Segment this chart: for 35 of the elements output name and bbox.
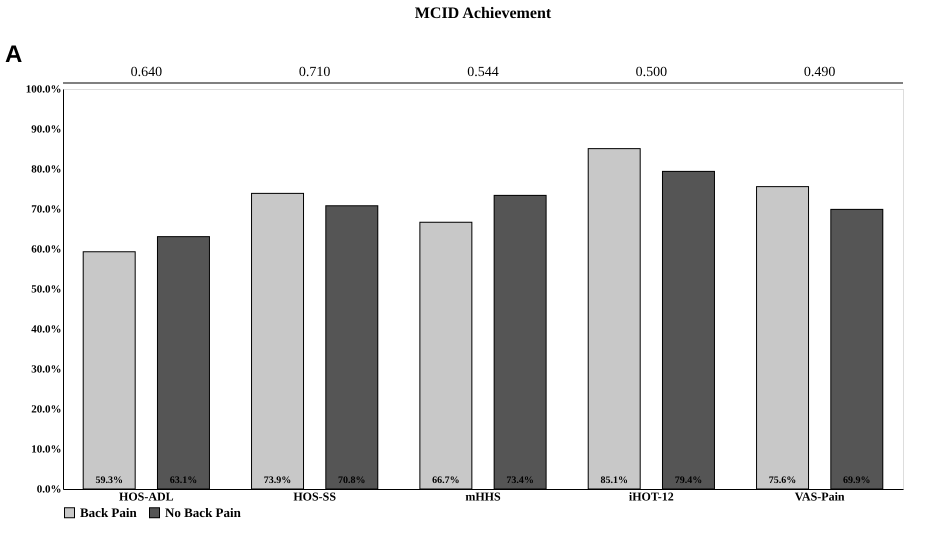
text: 0.500 [636,65,668,80]
y-tick-label: 90.0% [31,124,62,136]
text: A [5,41,22,68]
data-label: 66.7% [432,475,460,486]
y-tick-label: 40.0% [31,324,62,336]
text: 0.710 [298,65,330,80]
data-label: 79.4% [674,475,702,486]
x-tick-label: iHOT-12 [628,490,674,504]
legend-label: Back Pain [80,504,138,520]
y-tick-label: 10.0% [31,444,62,456]
text: 0.490 [804,65,836,80]
data-label: 75.6% [768,475,796,486]
y-tick-label: 20.0% [31,404,62,416]
data-label: 69.9% [843,475,871,486]
chart-title: MCID Achievement [414,5,552,22]
data-label: 63.1% [170,475,198,486]
legend-label: No Back Pain [165,504,242,520]
x-tick-label: mHHS [465,490,501,504]
data-label: 73.4% [506,475,534,486]
y-tick-label: 70.0% [31,204,62,216]
y-tick-label: 80.0% [31,164,62,176]
y-tick-label: 60.0% [31,244,62,256]
x-tick-label: VAS-Pain [794,490,845,504]
y-tick-label: 0.0% [36,484,62,496]
data-label: 70.8% [338,475,366,486]
y-tick-label: 100.0% [26,84,62,96]
y-tick-label: 30.0% [31,364,62,376]
x-tick-label: HOS-ADL [118,490,174,504]
data-label: 59.3% [95,475,123,486]
data-label: 85.1% [600,475,628,486]
data-label: 73.9% [264,475,292,486]
text: 0.640 [130,65,162,80]
x-tick-label: HOS-SS [293,490,336,504]
text: 0.544 [467,65,499,80]
y-tick-label: 50.0% [31,284,62,296]
